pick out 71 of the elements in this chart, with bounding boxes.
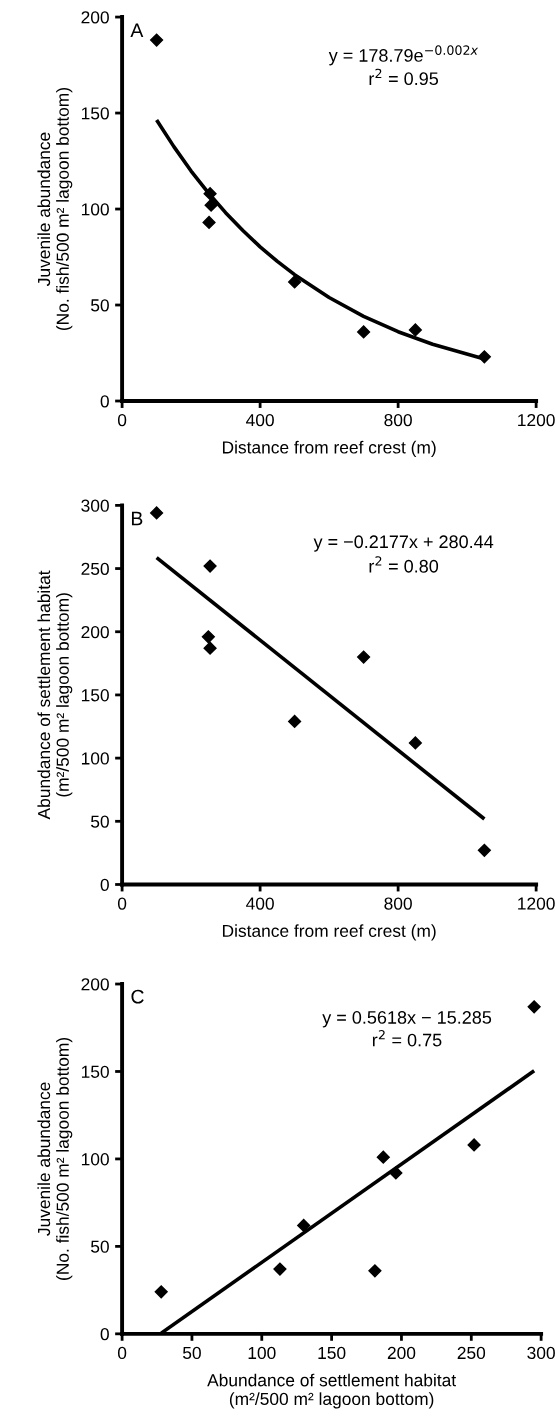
x-tick-label: 800 [384,897,412,910]
y-tick-label: 0 [100,1328,109,1341]
x-tick-label: 1200 [518,413,555,427]
y-tick-label: 100 [81,752,109,765]
y-tick-label: 0 [100,395,109,408]
annotation: r$^{2}$ = 0.80 [369,556,439,573]
y-axis-title: Juvenile abundance (No. fish/500 m² lagoon bottom) [37,1037,73,1280]
annotation: y = 0.5618x − 15.285 [322,1011,492,1028]
point [408,736,422,750]
y-tick-label: 50 [90,815,109,828]
x-tick-label: 0 [117,413,127,427]
annotation: y = 178.79e$^{−0.002x}$ [328,45,479,66]
y-tick-label: 150 [81,689,109,702]
y-tick-label: 100 [81,203,109,216]
point [368,1264,382,1278]
x-tick-label: 200 [387,1346,416,1360]
x-axis-title: Distance from reef crest (m) [222,440,436,457]
annotation: r$^{2}$ = 0.95 [369,68,439,86]
point [477,350,491,364]
x-tick-label: 250 [457,1346,486,1360]
x-tick-label: 800 [384,413,412,427]
point [202,215,216,230]
annotation: r$^{2}$ = 0.75 [372,1029,442,1047]
point [357,650,371,664]
x-tick-label: 0 [117,1346,127,1360]
y-tick-label: 200 [81,978,109,991]
x-tick-label: 100 [248,1346,276,1360]
point [203,559,217,573]
x-tick-label: 0 [117,897,127,910]
y-tick-label: 150 [81,107,109,120]
y-tick-label: 0 [100,878,109,891]
annotation: y = −0.2177x + 280.44 [313,535,494,552]
point [201,630,215,644]
x-tick-label: 1200 [518,897,555,910]
y-tick-label: 50 [90,1240,109,1253]
point [467,1138,481,1152]
point [288,275,302,289]
point [408,323,422,337]
point [203,187,217,201]
point [357,325,371,339]
point [376,1150,390,1164]
x-tick-label: 400 [246,413,274,427]
point [527,1000,541,1014]
y-tick-label: 150 [81,1065,109,1078]
point [389,1166,403,1180]
y-tick-label: 200 [81,625,109,639]
point [273,1262,287,1276]
y-axis-title: Juvenile abundance (No. fish/500 m² lagoon bottom) [37,88,73,331]
y-axis-title: Abundance of settlement habitat (m²/500 m² lagoon bottom) [37,570,73,820]
annotation: B [131,511,143,526]
point [150,506,164,520]
x-tick-label: 300 [527,1346,555,1360]
y-tick-label: 100 [81,1153,109,1166]
point [150,33,164,47]
x-tick-label: 400 [246,897,274,910]
y-tick-label: 200 [81,11,109,24]
x-axis-title: Abundance of settlement habitat (m²/500 m² lagoon bottom) [207,1373,456,1409]
x-tick-label: 150 [318,1346,346,1360]
point [297,1218,311,1232]
point [204,198,218,212]
x-axis-title: Distance from reef crest (m) [222,924,436,941]
point [203,641,217,655]
annotation: A [130,23,144,37]
y-tick-label: 50 [90,299,109,312]
y-tick-label: 300 [81,499,109,512]
point [288,714,302,729]
annotation: C [131,989,144,1004]
point [477,843,491,857]
point [154,1285,168,1299]
x-tick-label: 50 [182,1346,201,1360]
y-tick-label: 250 [81,562,109,576]
